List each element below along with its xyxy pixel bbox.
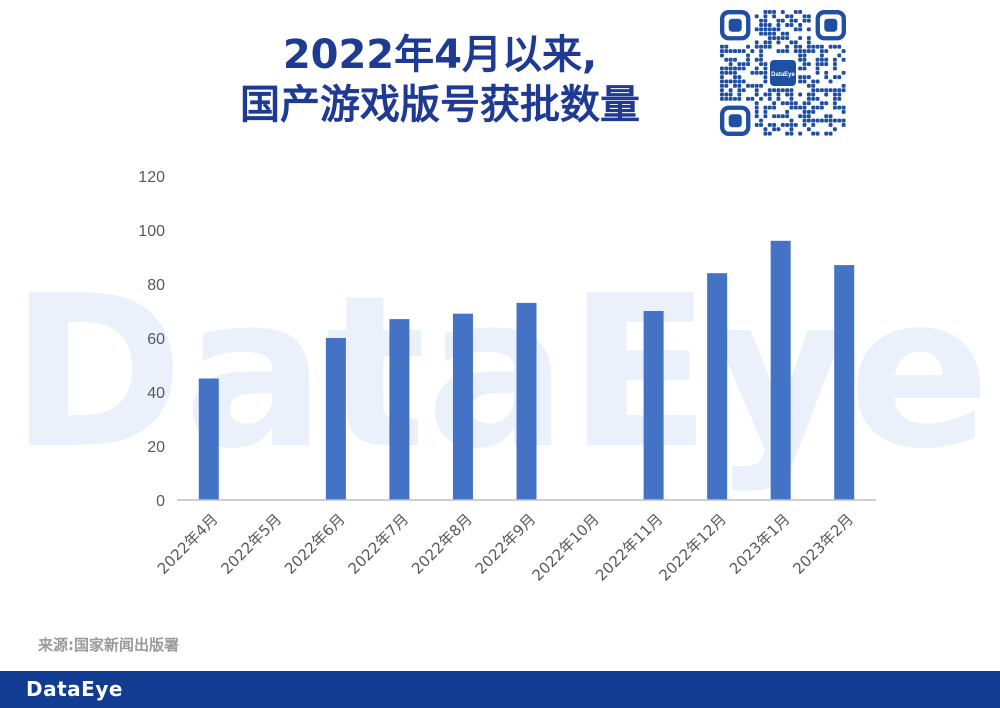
- bar: [834, 265, 855, 500]
- y-tick-label: 60: [147, 331, 165, 348]
- x-tick-label: 2022年10月: [528, 510, 602, 584]
- bar-series: [198, 240, 855, 501]
- bar: [325, 338, 346, 500]
- footer-brand-logo: DataEye: [26, 677, 123, 701]
- y-axis: 0 20 40 60 80 100 120: [138, 169, 165, 510]
- bar: [707, 273, 728, 500]
- qr-logo: [770, 60, 796, 86]
- x-tick-label: 2022年7月: [345, 510, 413, 578]
- y-tick-label: 100: [138, 223, 165, 240]
- bar: [389, 319, 410, 500]
- chart-title: 2022年4月以来, 国产游戏版号获批数量: [160, 30, 720, 130]
- x-tick-label: 2022年8月: [408, 510, 476, 578]
- x-tick-label: 2022年11月: [592, 510, 666, 584]
- x-tick-label: 2022年5月: [217, 510, 285, 578]
- x-tick-label: 2022年9月: [472, 510, 540, 578]
- bar: [643, 311, 664, 500]
- footer-bar: DataEye: [0, 671, 1000, 708]
- bar: [516, 302, 537, 500]
- x-tick-label: 2023年2月: [789, 510, 857, 578]
- qr-logo-text: DataEye: [771, 72, 795, 78]
- qr-code: DataEye: [720, 10, 846, 136]
- y-tick-label: 80: [147, 277, 165, 294]
- y-tick-label: 0: [156, 493, 165, 510]
- x-tick-label: 2022年6月: [281, 510, 349, 578]
- bar: [770, 240, 791, 501]
- x-tick-label: 2022年12月: [656, 510, 730, 584]
- x-axis: 2022年4月2022年5月2022年6月2022年7月2022年8月2022年…: [154, 510, 857, 584]
- title-line-1: 2022年4月以来,: [282, 32, 598, 78]
- y-tick-label: 20: [147, 439, 165, 456]
- title-line-2: 国产游戏版号获批数量: [240, 82, 640, 128]
- watermark-text: DataEye: [10, 250, 991, 495]
- qr-modules: [720, 10, 846, 136]
- bar: [452, 313, 473, 500]
- bar: [198, 378, 219, 500]
- x-tick-label: 2023年1月: [726, 510, 794, 578]
- y-tick-label: 40: [147, 385, 165, 402]
- y-tick-label: 120: [138, 169, 165, 186]
- x-tick-label: 2022年4月: [154, 510, 222, 578]
- source-note: 来源:国家新闻出版署: [38, 636, 179, 654]
